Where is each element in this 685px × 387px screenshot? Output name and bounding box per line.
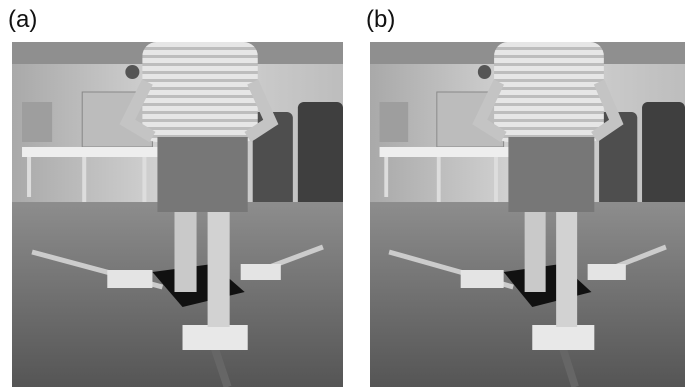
panel-label: (a) [8,6,38,33]
photo-a [12,42,343,387]
panel-label: (b) [366,6,396,33]
photo-b [370,42,685,387]
